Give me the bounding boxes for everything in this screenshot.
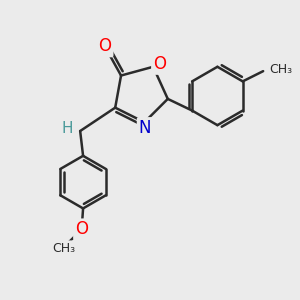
Text: N: N — [139, 119, 151, 137]
Text: O: O — [153, 55, 166, 73]
Text: CH₃: CH₃ — [52, 242, 76, 255]
Text: O: O — [75, 220, 88, 238]
Text: O: O — [98, 37, 112, 55]
Text: CH₃: CH₃ — [270, 63, 293, 76]
Text: H: H — [61, 121, 73, 136]
